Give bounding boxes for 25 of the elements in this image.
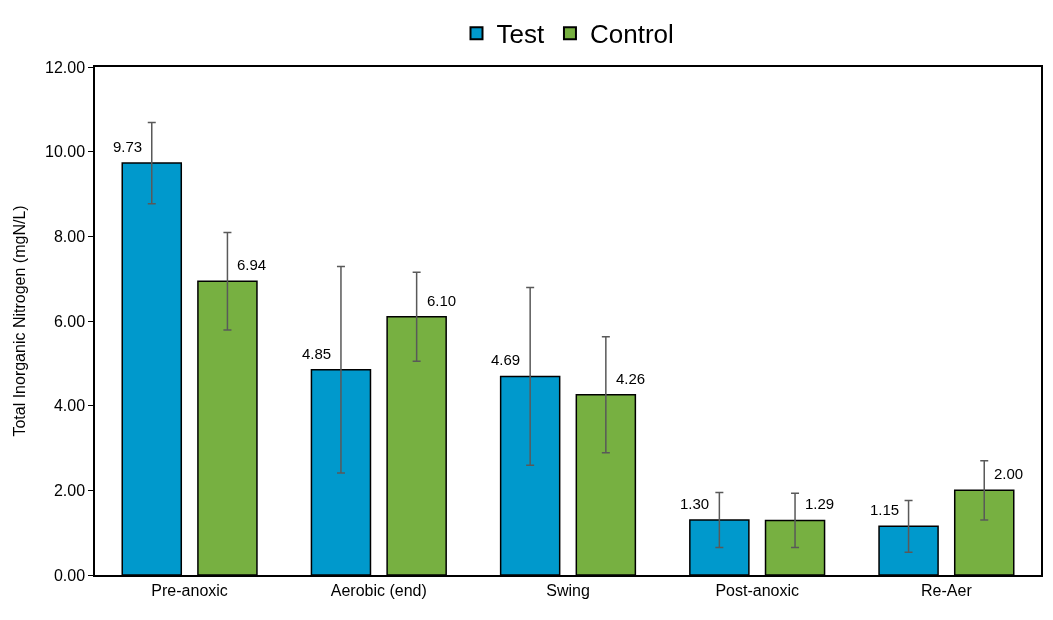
data-label: 1.15 — [870, 501, 900, 518]
data-label: 1.30 — [680, 495, 710, 512]
data-label: 4.26 — [616, 370, 646, 387]
y-axis-title: Total Inorganic Nitrogen (mgN/L) — [11, 205, 29, 437]
x-tick-label: Pre-anoxic — [151, 581, 228, 599]
y-tick-label: 6.00 — [53, 312, 86, 330]
data-label: 6.94 — [237, 256, 267, 273]
legend-label: Control — [589, 19, 674, 50]
x-tick-label: Re-Aer — [921, 581, 973, 599]
data-label: 9.73 — [113, 138, 143, 155]
data-label: 6.10 — [427, 292, 457, 309]
y-tick-label: 8.00 — [53, 227, 86, 245]
y-tick-label: 10.00 — [45, 143, 86, 161]
y-tick-label: 4.00 — [53, 397, 86, 415]
x-tick-label: Swing — [546, 581, 590, 599]
data-label: 4.69 — [491, 351, 521, 368]
y-tick-label: 2.00 — [53, 481, 86, 499]
data-label: 1.29 — [805, 495, 835, 512]
y-tick-label: 0.00 — [53, 566, 86, 584]
y-tick-label: 12.00 — [45, 58, 86, 76]
x-tick-label: Aerobic (end) — [330, 581, 427, 599]
x-tick-label: Post-anoxic — [715, 581, 799, 599]
legend-label: Test — [496, 19, 545, 50]
data-label: 4.85 — [302, 345, 332, 362]
data-label: 2.00 — [994, 465, 1024, 482]
